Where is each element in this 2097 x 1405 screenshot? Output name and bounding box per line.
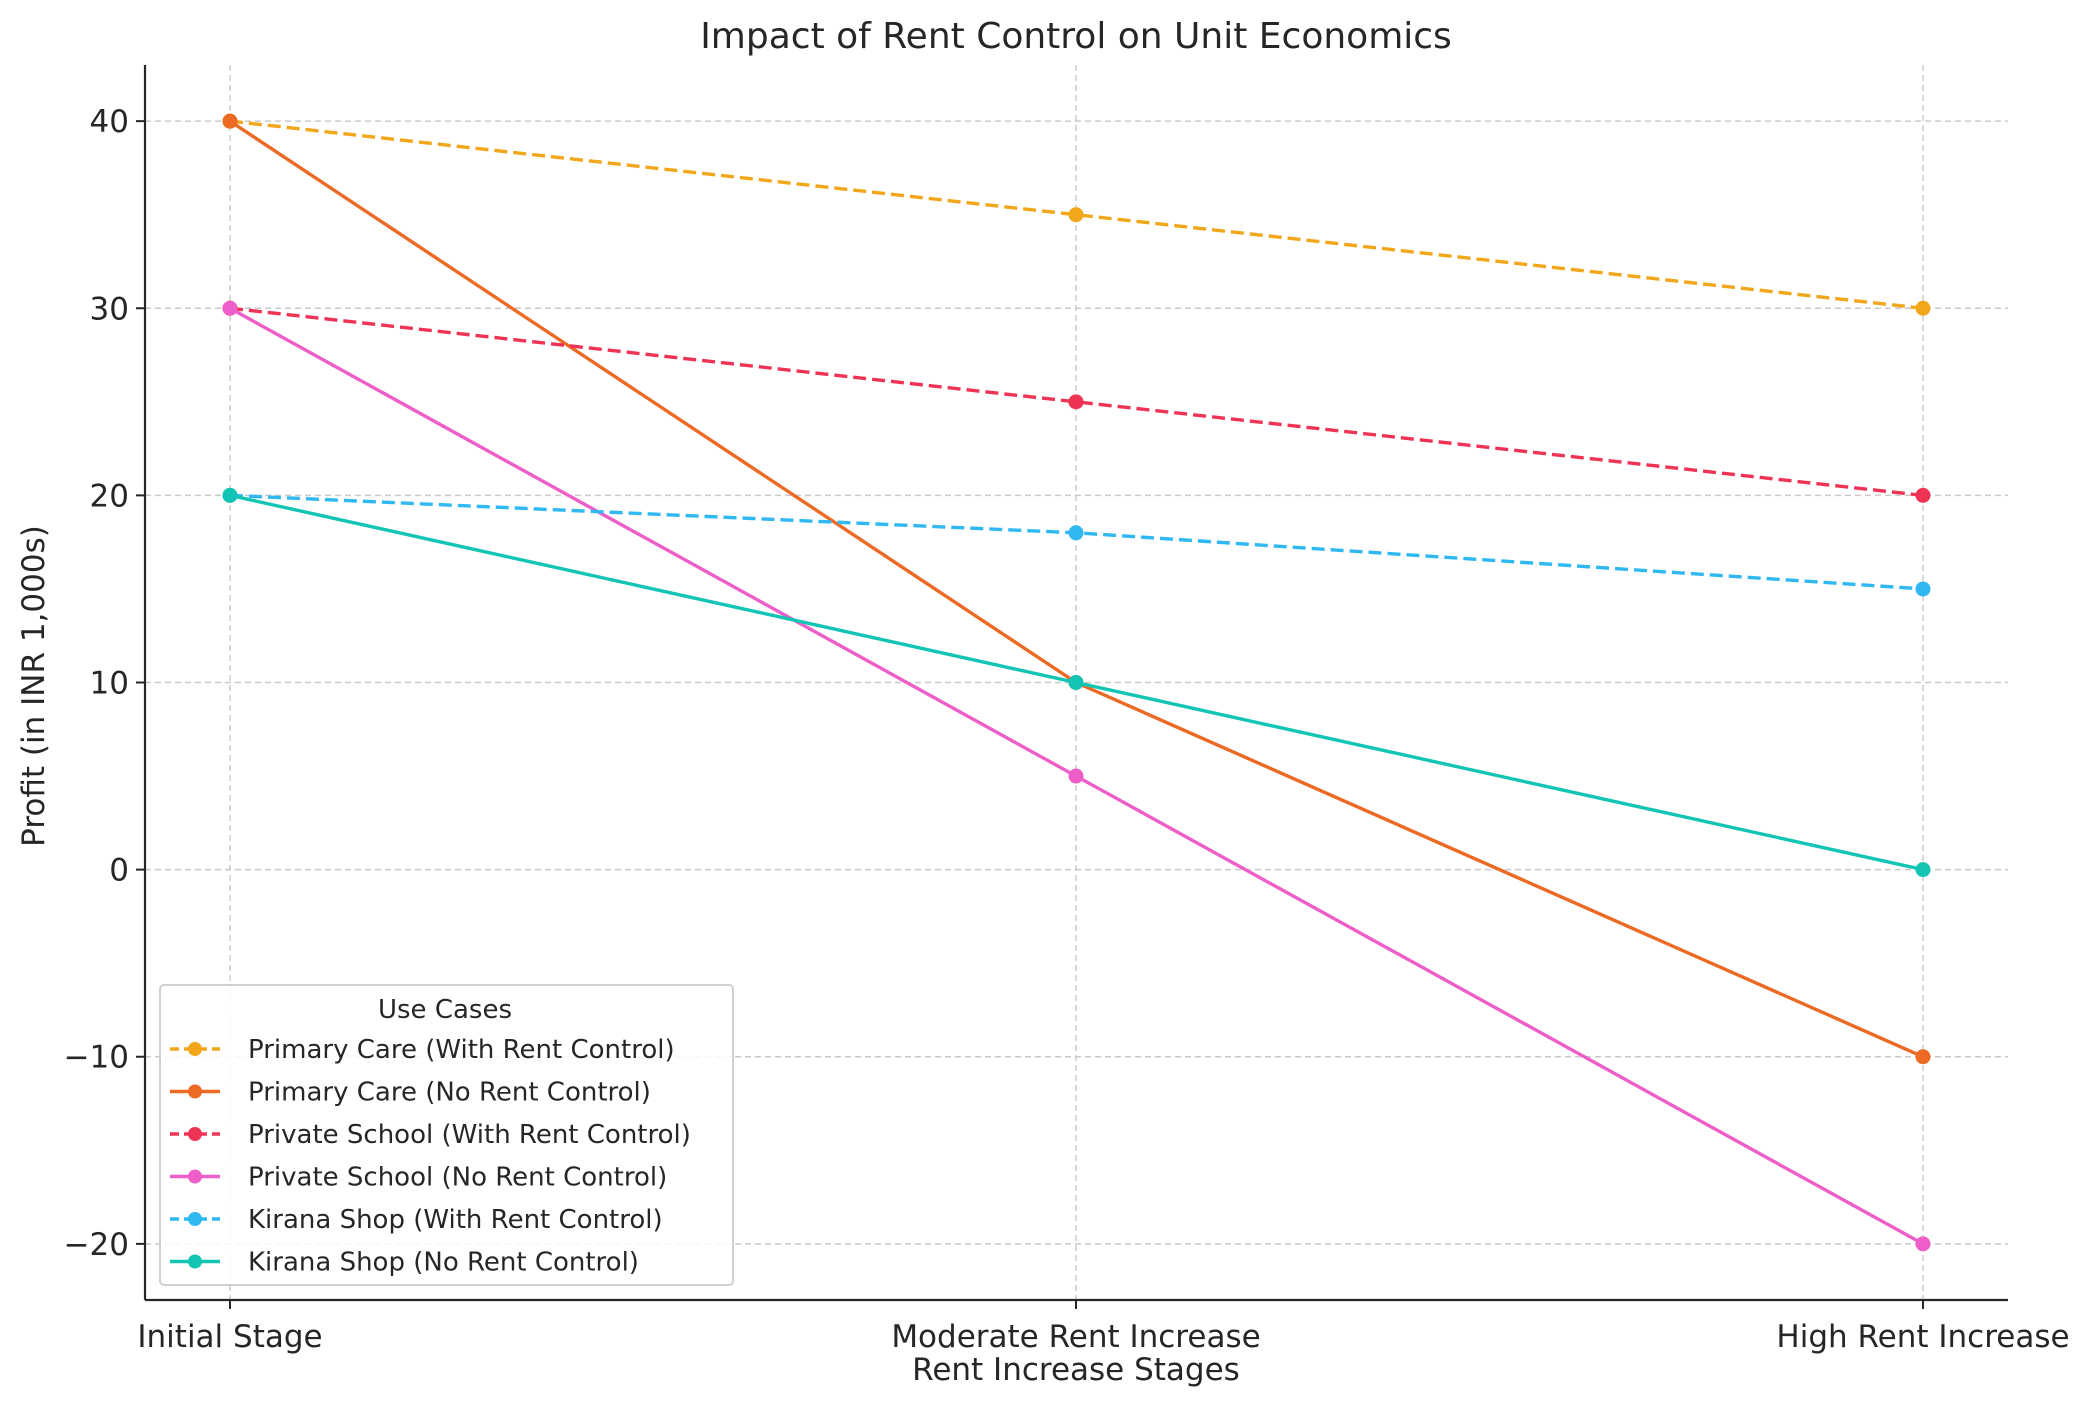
x-tick-label: Moderate Rent Increase <box>891 1319 1260 1355</box>
data-point <box>1068 768 1084 784</box>
x-axis-label: Rent Increase Stages <box>912 1352 1240 1388</box>
legend-label: Private School (No Rent Control) <box>248 1163 667 1193</box>
legend-label: Kirana Shop (No Rent Control) <box>248 1248 639 1278</box>
y-tick-label: 30 <box>90 291 129 327</box>
x-tick-label: High Rent Increase <box>1776 1319 2069 1355</box>
data-point <box>222 300 238 316</box>
y-tick-label: 20 <box>90 478 129 514</box>
data-point <box>1068 207 1084 223</box>
data-point <box>222 487 238 503</box>
legend-label: Kirana Shop (With Rent Control) <box>248 1205 663 1235</box>
legend-label: Primary Care (No Rent Control) <box>248 1078 651 1108</box>
data-point <box>1915 487 1931 503</box>
legend-marker <box>188 1042 202 1056</box>
legend-item: Kirana Shop (No Rent Control) <box>170 1248 639 1278</box>
legend-marker <box>188 1127 202 1141</box>
ticks-layer: −20 −10 0 10 20 30 40 Initial Stage Moderate Ren… <box>64 104 2070 1355</box>
legend-marker <box>188 1254 202 1269</box>
y-tick-label: 0 <box>109 853 129 889</box>
legend-item: Private School (No Rent Control) <box>170 1163 667 1193</box>
legend: Use Cases Primary Care (With Rent Control… <box>159 984 734 1286</box>
data-point <box>1068 675 1084 690</box>
data-point <box>1068 525 1084 541</box>
series-4 <box>222 300 1931 1252</box>
series-3 <box>222 300 1931 503</box>
y-tick-label: −10 <box>64 1040 129 1076</box>
data-point <box>1915 1049 1931 1065</box>
data-point <box>1915 1236 1931 1252</box>
legend-marker <box>188 1084 202 1099</box>
legend-label: Primary Care (With Rent Control) <box>248 1035 675 1065</box>
chart-title: Impact of Rent Control on Unit Economics <box>700 16 1452 57</box>
y-tick-label: −20 <box>64 1227 129 1263</box>
y-axis-label: Profit (in INR 1,000s) <box>16 525 52 847</box>
legend-item: Private School (With Rent Control) <box>170 1120 691 1150</box>
data-point <box>1915 300 1931 316</box>
legend-marker <box>188 1212 202 1226</box>
series-layer <box>222 113 1931 1252</box>
legend-title: Use Cases <box>378 995 512 1025</box>
data-point <box>222 113 238 129</box>
data-point <box>1915 581 1931 597</box>
legend-item: Primary Care (With Rent Control) <box>170 1035 675 1065</box>
legend-marker <box>188 1169 202 1184</box>
legend-item: Kirana Shop (With Rent Control) <box>170 1205 663 1235</box>
series-6 <box>222 487 1931 878</box>
legend-item: Primary Care (No Rent Control) <box>170 1078 651 1108</box>
legend-label: Private School (With Rent Control) <box>248 1120 691 1150</box>
legend-box <box>159 984 734 1286</box>
x-tick-label: Initial Stage <box>137 1319 322 1355</box>
data-point <box>1068 394 1084 410</box>
data-point <box>1915 862 1931 878</box>
y-tick-label: 40 <box>90 104 129 140</box>
y-tick-label: 10 <box>90 666 129 702</box>
